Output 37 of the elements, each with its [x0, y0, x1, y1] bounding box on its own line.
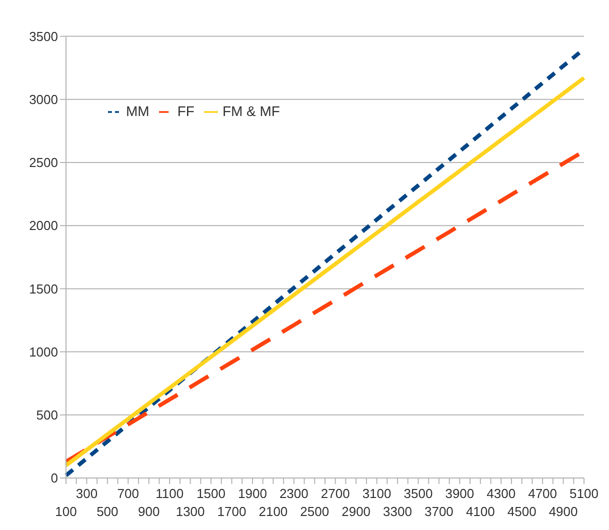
x-tick-label: 3500 — [404, 486, 433, 501]
x-tick-label: 700 — [117, 486, 140, 501]
y-tick-label: 1000 — [29, 344, 58, 360]
legend-label: FM & MF — [222, 103, 280, 119]
x-tick-label: 3100 — [362, 486, 392, 501]
x-tick-label: 4100 — [466, 504, 495, 519]
y-tick-label: 3000 — [29, 92, 58, 108]
y-tick-label: 3500 — [29, 28, 58, 44]
x-tick-label: 2900 — [342, 504, 371, 519]
y-tick-label: 1500 — [29, 281, 58, 296]
x-tick-label: 1300 — [176, 504, 205, 519]
x-tick-label: 100 — [55, 504, 77, 519]
x-tick-label: 1700 — [217, 504, 246, 519]
x-tick-label: 2100 — [258, 504, 288, 519]
x-tick-label: 2300 — [279, 486, 308, 501]
x-tick-label: 3900 — [445, 486, 474, 501]
x-tick-label: 4700 — [528, 486, 558, 501]
y-tick-label: 2500 — [29, 155, 58, 170]
x-tick-label: 2700 — [320, 486, 350, 501]
x-tick-label: 1500 — [196, 486, 226, 501]
x-tick-label: 900 — [138, 504, 160, 519]
x-tick-label: 5100 — [570, 486, 598, 501]
x-tick-label: 1900 — [238, 486, 267, 501]
x-tick-label: 4900 — [548, 504, 578, 519]
x-tick-label: 1100 — [156, 486, 184, 501]
y-tick-label: 0 — [50, 470, 58, 486]
legend-label: FF — [177, 103, 194, 119]
x-tick-label: 500 — [96, 504, 118, 519]
x-tick-label: 4500 — [507, 504, 536, 519]
legend-label: MM — [126, 103, 150, 119]
x-tick-label: 3300 — [383, 504, 412, 519]
x-tick-label: 3700 — [424, 504, 454, 519]
y-tick-label: 2000 — [29, 218, 58, 234]
x-tick-label: 300 — [76, 486, 98, 501]
y-tick-label: 500 — [36, 408, 58, 423]
x-tick-label: 4300 — [486, 486, 516, 501]
x-tick-label: 2500 — [300, 504, 330, 519]
